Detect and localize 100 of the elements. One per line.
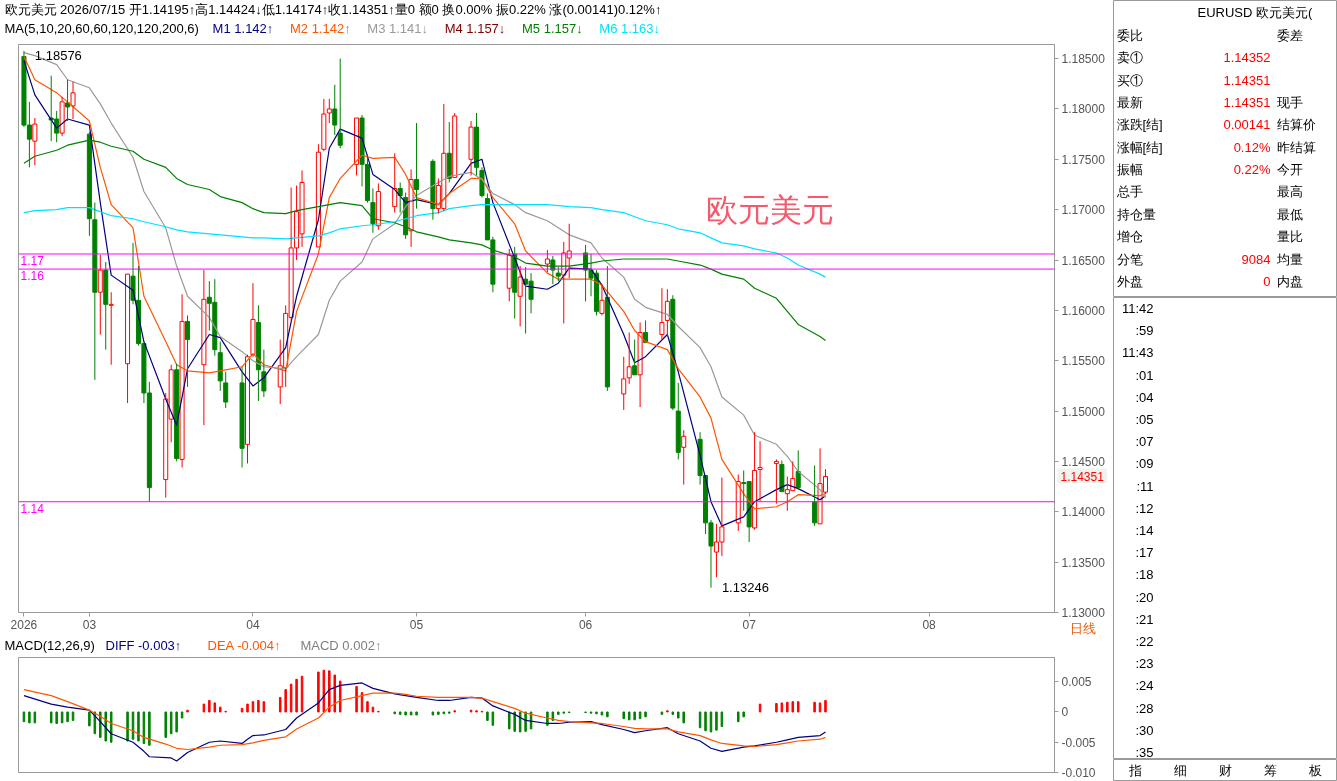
text: M6 1.163↓ <box>599 21 661 36</box>
text: 最低 <box>1276 206 1303 222</box>
annotation: 1.13246 <box>721 580 769 596</box>
candlestick <box>59 96 65 137</box>
text: 细 <box>1174 763 1188 778</box>
candlestick <box>599 283 605 316</box>
candlestick <box>675 382 681 460</box>
text: 11:43 <box>1121 345 1154 361</box>
candlestick <box>337 58 343 149</box>
text: 0.00141 <box>1223 117 1271 133</box>
text: 委比 <box>1116 28 1143 43</box>
text: 0.12% <box>1233 139 1271 155</box>
text: 1.14351 <box>1223 72 1271 88</box>
text: DIFF -0.003↑ <box>105 638 182 653</box>
text: :12 <box>1135 500 1154 516</box>
text: 总手 <box>1115 184 1143 200</box>
text: 板 <box>1307 763 1322 778</box>
text: :01 <box>1135 367 1154 383</box>
candlestick <box>632 339 638 376</box>
text: 涨幅[结] <box>1116 139 1163 155</box>
text: :17 <box>1135 545 1154 561</box>
text: 结算价 <box>1276 117 1316 133</box>
text: :14 <box>1135 523 1154 538</box>
candlestick <box>92 202 98 381</box>
candlestick <box>430 158 436 221</box>
text: :05 <box>1135 412 1154 427</box>
text: M1 1.142↑ <box>212 21 274 36</box>
candlestick <box>108 291 114 366</box>
chart-title: 欧元美元 2026/07/15 开1.14195↑高1.14424↓低1.14174↑收1.14351↑量0 额0 换0.00% 振0.22% 涨(0.00141)0.12%↑ <box>4 2 662 17</box>
y-tick-label: 1.13000 <box>1061 606 1106 620</box>
y-tick-label: 1.16500 <box>1061 253 1106 268</box>
candlestick <box>773 458 779 505</box>
text: :09 <box>1135 456 1154 472</box>
candlestick <box>637 321 643 408</box>
candlestick <box>32 117 38 166</box>
x-tick-label: 08 <box>922 617 937 632</box>
text: :22 <box>1135 634 1154 649</box>
candlestick <box>239 366 245 468</box>
y-tick-label: 1.16000 <box>1061 303 1106 318</box>
text: 1.14351 <box>1060 469 1105 484</box>
text: M2 1.142↑ <box>289 21 351 36</box>
ref-line-label: 1.17 <box>20 253 45 268</box>
text: 现手 <box>1276 95 1303 111</box>
candlestick <box>468 120 474 176</box>
candlestick <box>354 117 360 176</box>
text: 日线 <box>1069 620 1096 636</box>
candlestick <box>70 81 76 120</box>
candlestick <box>174 363 180 462</box>
text: :11 <box>1136 478 1154 494</box>
text: :21 <box>1135 611 1154 627</box>
x-tick-label: 06 <box>578 617 593 632</box>
candlestick <box>621 356 627 411</box>
text: :18 <box>1135 567 1154 583</box>
text: M5 1.157↓ <box>521 21 583 36</box>
candlestick <box>185 314 191 388</box>
text: 均量 <box>1275 251 1303 267</box>
text: 0 <box>1263 273 1271 289</box>
candlestick <box>452 112 458 178</box>
line-series <box>23 682 827 762</box>
candlestick <box>446 121 452 183</box>
candlestick <box>250 282 256 358</box>
text: :59 <box>1135 323 1154 339</box>
candlestick <box>812 464 818 527</box>
y-tick-label: 1.17000 <box>1061 203 1106 218</box>
series-label: MACD 0.002↑ <box>300 638 382 653</box>
candlestick <box>670 294 676 411</box>
text: :04 <box>1135 389 1154 405</box>
candlestick <box>217 341 223 392</box>
ref-line-label: 1.16 <box>20 269 45 284</box>
text: :28 <box>1135 700 1154 716</box>
text: 外盘 <box>1116 273 1143 289</box>
text: 内盘 <box>1276 273 1303 289</box>
annotation: 1.18576 <box>34 47 82 63</box>
candlestick <box>474 112 480 176</box>
y-tick-label: 1.14000 <box>1061 505 1106 520</box>
text: 涨跌[结] <box>1116 117 1163 133</box>
candlestick <box>179 293 185 468</box>
text: 昨结算 <box>1276 139 1316 155</box>
y-tick-label: -0.005 <box>1061 735 1096 750</box>
y-tick-label: 1.17500 <box>1061 152 1106 167</box>
candlestick <box>332 84 338 136</box>
candlestick <box>757 440 763 503</box>
line-series <box>23 688 827 751</box>
text: M3 1.141↓ <box>367 21 428 36</box>
candlestick <box>681 429 687 486</box>
legend-title: MA(5,10,20,60,60,120,120,200,6) <box>4 21 199 36</box>
text: 筹 <box>1263 763 1277 778</box>
text: 增仓 <box>1115 229 1143 245</box>
y-tick-label: 1.15500 <box>1061 354 1106 369</box>
text: :23 <box>1135 656 1154 672</box>
candlestick <box>626 332 632 385</box>
text: 今开 <box>1276 162 1303 178</box>
text: 分笔 <box>1116 251 1143 267</box>
text: 1.14351 <box>1223 95 1271 111</box>
text: 最高 <box>1276 184 1303 200</box>
text: EURUSD 欧元美元( <box>1197 5 1314 20</box>
text: DEA -0.004↑ <box>207 638 281 653</box>
x-tick-label: 04 <box>246 617 260 632</box>
text: 量比 <box>1276 229 1303 245</box>
ref-line-label: 1.14 <box>20 501 45 516</box>
